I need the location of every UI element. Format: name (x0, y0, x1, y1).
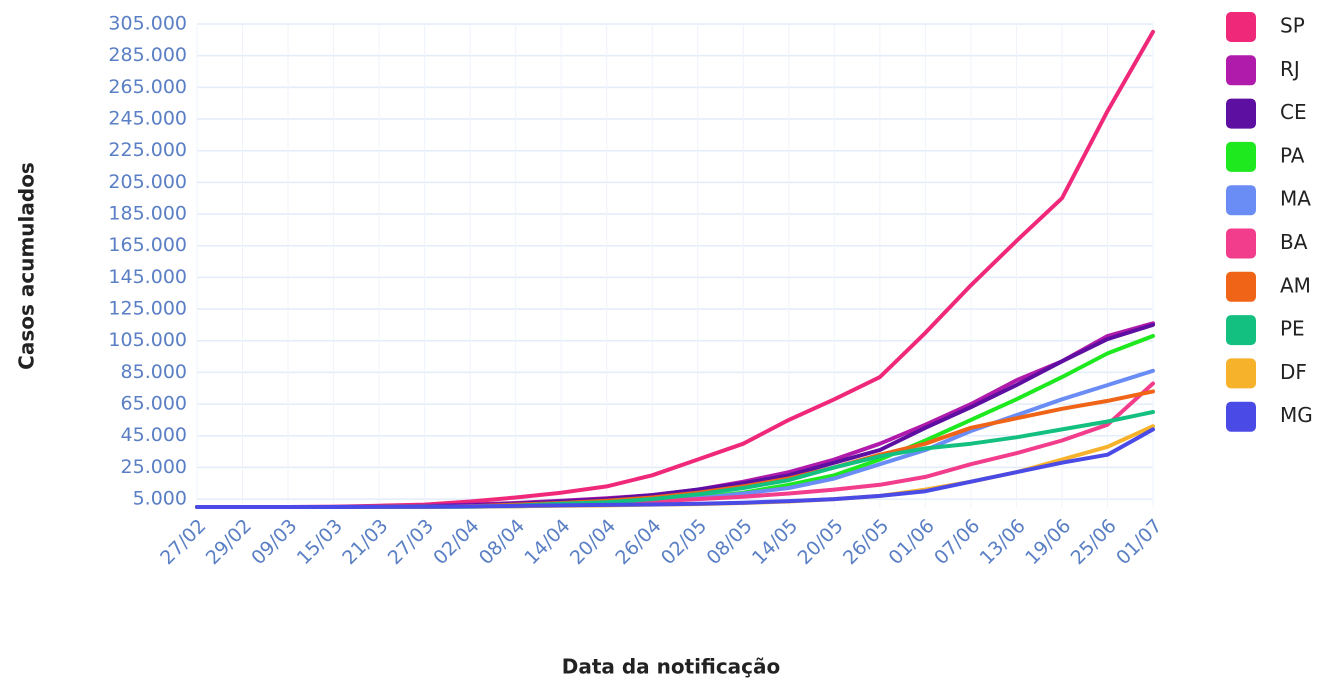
y-tick-label: 65.000 (121, 393, 187, 415)
legend-swatch (1226, 185, 1256, 216)
x-tick-label: 20/04 (566, 515, 620, 569)
legend-label: BA (1280, 230, 1308, 254)
y-tick-label: 245.000 (108, 108, 187, 130)
legend-label: MA (1280, 187, 1311, 211)
x-tick-label: 15/03 (293, 515, 347, 569)
y-axis-title: Casos acumulados (15, 162, 39, 370)
x-tick-label: 07/06 (930, 515, 984, 569)
y-tick-label: 205.000 (108, 171, 187, 193)
legend-label: AM (1280, 273, 1311, 297)
x-tick-label: 26/04 (611, 515, 665, 569)
x-tick-label: 29/02 (202, 515, 256, 569)
legend-swatch (1226, 358, 1256, 389)
y-tick-label: 5.000 (133, 488, 187, 510)
x-tick-label: 27/02 (156, 515, 210, 569)
legend-label: CE (1280, 100, 1307, 124)
legend-label: DF (1280, 360, 1307, 384)
legend-swatch (1226, 401, 1256, 432)
legend-swatch (1226, 98, 1256, 129)
x-tick-label: 20/05 (793, 515, 847, 569)
series-line (195, 427, 1155, 509)
x-tick-label: 26/05 (839, 515, 893, 569)
y-tick-label: 145.000 (108, 266, 187, 288)
x-tick-label: 27/03 (384, 515, 438, 569)
y-tick-label: 225.000 (108, 139, 187, 161)
legend-label: PE (1280, 317, 1305, 341)
y-tick-label: 25.000 (121, 456, 187, 478)
x-tick-label: 02/05 (657, 515, 711, 569)
y-tick-label: 125.000 (108, 298, 187, 320)
legend-swatch (1226, 12, 1256, 42)
legend-swatch (1226, 315, 1256, 346)
y-tick-label: 85.000 (121, 361, 187, 383)
legend-swatch (1226, 141, 1256, 172)
x-tick-label: 25/06 (1067, 515, 1121, 569)
legend-swatch (1226, 228, 1256, 259)
y-tick-label: 265.000 (108, 76, 187, 98)
y-tick-label: 105.000 (108, 329, 187, 351)
x-tick-label: 08/05 (702, 515, 756, 569)
legend-label: SP (1280, 14, 1305, 38)
y-tick-label: 305.000 (108, 13, 187, 35)
x-tick-label: 01/07 (1112, 515, 1166, 569)
legend-swatch (1226, 55, 1256, 86)
x-tick-label: 02/04 (429, 515, 483, 569)
y-tick-label: 45.000 (121, 424, 187, 446)
x-axis-title: Data da notificação (562, 655, 781, 679)
legend-label: PA (1280, 143, 1305, 167)
y-tick-label: 285.000 (108, 44, 187, 66)
series-line (195, 389, 1155, 509)
legend-label: MG (1280, 403, 1313, 427)
x-tick-label: 21/03 (338, 515, 392, 569)
y-tick-label: 165.000 (108, 234, 187, 256)
x-tick-label: 13/06 (976, 515, 1030, 569)
x-tick-label: 14/04 (520, 515, 574, 569)
legend-label: RJ (1280, 57, 1300, 81)
x-tick-label: 19/06 (1021, 515, 1075, 569)
x-tick-label: 14/05 (748, 515, 802, 569)
x-tick-label: 01/06 (885, 515, 939, 569)
series-line (195, 321, 1155, 509)
x-tick-label: 09/03 (247, 515, 301, 569)
legend-swatch (1226, 271, 1256, 302)
y-tick-label: 185.000 (108, 203, 187, 225)
x-tick-label: 08/04 (475, 515, 529, 569)
